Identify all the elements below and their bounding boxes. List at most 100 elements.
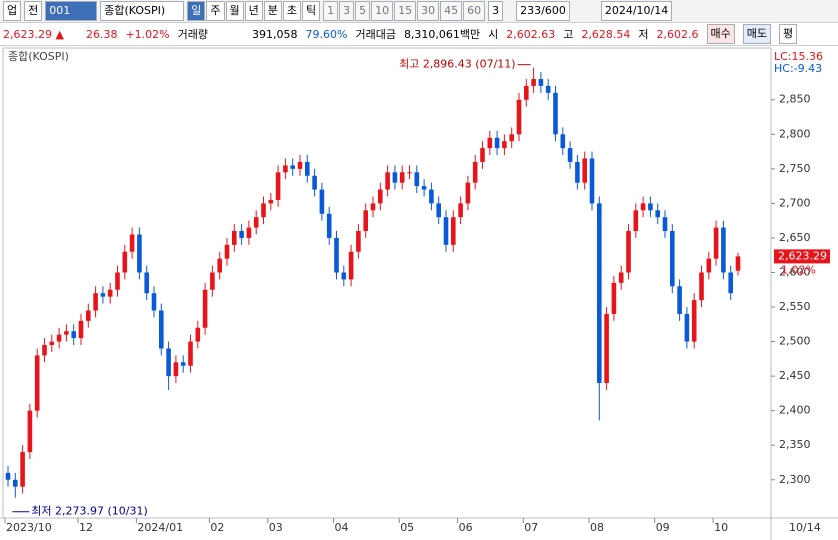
interval-button[interactable]: 5 bbox=[355, 1, 371, 21]
count[interactable]: 233/600 bbox=[516, 1, 570, 21]
candle-body bbox=[115, 272, 120, 290]
change: 26.38 bbox=[85, 27, 118, 41]
candle-body bbox=[699, 272, 704, 301]
candle-body bbox=[312, 175, 317, 190]
candle-body bbox=[56, 334, 62, 342]
candle-body bbox=[122, 251, 128, 273]
candle-body bbox=[180, 362, 186, 366]
plot-frame bbox=[2, 47, 772, 519]
period-button[interactable]: 주 bbox=[206, 1, 225, 21]
candle-body bbox=[684, 313, 690, 342]
avg[interactable]: 평 bbox=[779, 24, 798, 44]
x-tick-label: 02 bbox=[210, 521, 224, 534]
amount-label: 거래대금 bbox=[355, 28, 396, 41]
chart: 종합(KOSPI) LC:15.36 HC:-9.43 2,300 2,350 2,… bbox=[0, 47, 838, 540]
max-annotation: 최고 2,896.43 (07/11) bbox=[399, 58, 516, 71]
candle-body bbox=[5, 472, 11, 480]
candle-body bbox=[326, 213, 332, 238]
candle-body bbox=[728, 272, 733, 294]
candle-body bbox=[560, 134, 566, 149]
mode[interactable]: 전 bbox=[24, 1, 43, 21]
interval-button[interactable]: 45 bbox=[440, 1, 463, 21]
candle-body bbox=[224, 244, 230, 259]
period-button[interactable]: 초 bbox=[282, 1, 301, 21]
x-tick-label: 05 bbox=[400, 521, 414, 534]
candle-body bbox=[275, 172, 281, 200]
y-tick-label: 2,700 bbox=[779, 196, 811, 209]
candle-body bbox=[129, 234, 135, 252]
x-tick-label: 07 bbox=[524, 521, 538, 534]
interval-button[interactable]: 10 bbox=[371, 1, 394, 21]
candle-body bbox=[640, 203, 646, 211]
buy[interactable]: 매수 bbox=[706, 24, 735, 44]
candle-body bbox=[268, 199, 274, 204]
y-tick-label: 2,350 bbox=[779, 438, 811, 451]
candle-body bbox=[297, 161, 303, 169]
interval-select[interactable]: 3 bbox=[488, 1, 504, 21]
code[interactable]: 001 bbox=[45, 1, 98, 21]
candle-body bbox=[531, 79, 536, 86]
candle-body bbox=[370, 203, 376, 211]
candle-body bbox=[188, 341, 193, 366]
change-pct: +1.02% bbox=[125, 27, 170, 41]
candle-body bbox=[429, 189, 434, 204]
quote-bar: 2,623.29 ▲ 26.38 +1.02% 거래량 391,058 79.6… bbox=[0, 23, 838, 46]
open-label: 시 bbox=[488, 28, 499, 41]
candle-body bbox=[516, 99, 522, 135]
interval-button[interactable]: 60 bbox=[463, 1, 486, 21]
candle-body bbox=[575, 161, 580, 183]
date[interactable]: 2024/10/14 bbox=[600, 1, 673, 21]
candle-body bbox=[232, 231, 237, 245]
low-label: 저 bbox=[638, 28, 649, 41]
candle-body bbox=[524, 85, 529, 100]
high-label: 고 bbox=[563, 28, 574, 41]
candle-body bbox=[283, 165, 288, 173]
market[interactable]: 업 bbox=[3, 1, 22, 21]
candle-body bbox=[545, 85, 551, 93]
current-price-box bbox=[774, 249, 830, 264]
candle-body bbox=[713, 227, 719, 259]
period-button[interactable]: 분 bbox=[263, 1, 282, 21]
period-button[interactable]: 월 bbox=[225, 1, 244, 21]
y-tick-label: 2,800 bbox=[779, 127, 811, 140]
y-tick-label: 2,300 bbox=[779, 473, 811, 486]
interval-button[interactable]: 3 bbox=[339, 1, 355, 21]
candle-body bbox=[356, 231, 361, 252]
period-button[interactable]: 틱 bbox=[302, 1, 321, 21]
interval-button[interactable]: 15 bbox=[394, 1, 417, 21]
candle-body bbox=[451, 217, 456, 245]
candle-body bbox=[691, 300, 697, 342]
sell[interactable]: 매도 bbox=[742, 24, 772, 44]
price: 2,623.29 ▲ bbox=[3, 27, 64, 41]
candle-body bbox=[487, 137, 493, 149]
x-tick-label: 2023/10 bbox=[6, 521, 52, 534]
y-tick-label: 2,500 bbox=[779, 335, 811, 348]
y-tick-label: 2,650 bbox=[779, 231, 811, 244]
interval-button[interactable]: 1 bbox=[323, 1, 339, 21]
name[interactable]: 종합(KOSPI) bbox=[100, 1, 185, 21]
intervals: 1 3 5 10 15 30 45 60 bbox=[323, 1, 486, 21]
candle-body bbox=[662, 217, 668, 232]
candle-body bbox=[151, 293, 157, 311]
candle-body bbox=[246, 227, 252, 238]
x-tick-label: 09 bbox=[656, 521, 670, 534]
candle-body bbox=[480, 148, 485, 162]
candle-body bbox=[509, 134, 514, 142]
candle-body bbox=[334, 237, 339, 273]
candle-body bbox=[597, 203, 602, 384]
candle-body bbox=[735, 256, 741, 271]
candle-body bbox=[399, 172, 405, 183]
period-button[interactable]: 일 bbox=[187, 1, 206, 21]
interval-button[interactable]: 30 bbox=[417, 1, 440, 21]
candle-body bbox=[582, 158, 587, 183]
candle-body bbox=[173, 362, 179, 377]
current-price-label: 2,623.29 bbox=[778, 249, 827, 262]
candle-body bbox=[648, 203, 653, 211]
candle-body bbox=[71, 331, 76, 339]
candle-body bbox=[86, 310, 91, 321]
candle-body bbox=[706, 258, 712, 273]
period-button[interactable]: 년 bbox=[244, 1, 263, 21]
candle-body bbox=[348, 251, 354, 280]
